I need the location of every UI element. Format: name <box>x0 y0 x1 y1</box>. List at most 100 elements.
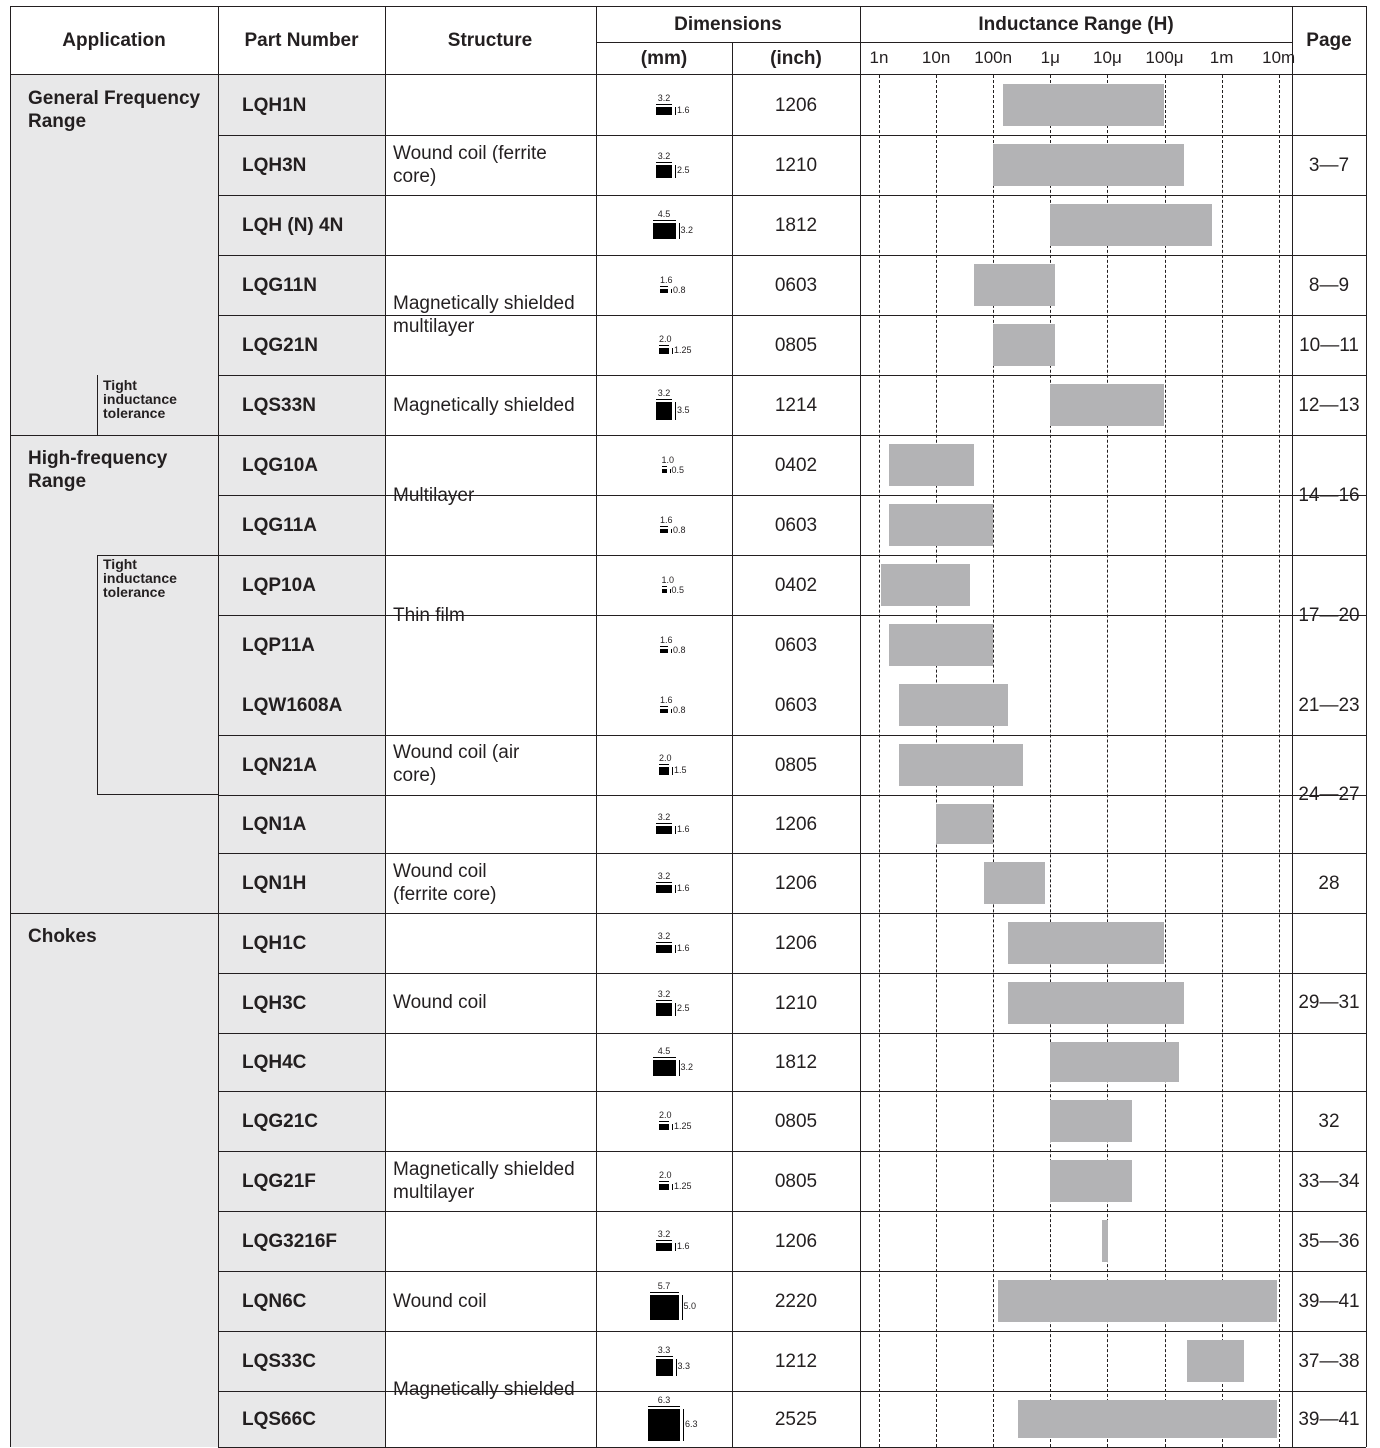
width-dimension-line <box>675 826 676 834</box>
part-number: LQH1C <box>218 913 385 973</box>
width-dimension-line <box>671 709 672 713</box>
chip-dimension-glyph: 1.6 0.8 <box>660 696 708 715</box>
structure-cell: Wound coil <box>393 991 487 1013</box>
part-number: LQG10A <box>218 435 385 495</box>
chip-dimension-glyph: 1.6 0.8 <box>660 636 708 655</box>
length-dimension-line <box>656 104 672 105</box>
chip-body <box>661 469 667 473</box>
table-rule <box>218 973 1366 974</box>
inch-size: 1206 <box>774 94 818 116</box>
chip-dimension-glyph: 6.3 6.3 <box>648 1396 720 1441</box>
width-dimension-line <box>669 589 671 593</box>
length-dimension-line <box>656 1240 672 1241</box>
chip-body <box>652 223 676 239</box>
inductance-range-bar <box>1003 84 1165 126</box>
chip-body <box>660 709 668 713</box>
chip-dimension-glyph: 2.0 1.25 <box>659 335 709 355</box>
page-cell: 39—41 <box>1298 1408 1360 1430</box>
chip-body <box>656 1002 672 1016</box>
header-application: Application <box>62 29 166 51</box>
length-dimension-line <box>660 646 668 647</box>
chip-body <box>655 1358 673 1376</box>
chip-dimension-glyph: 3.2 1.6 <box>656 872 712 893</box>
chip-body <box>659 1184 669 1190</box>
table-rule <box>97 555 1366 556</box>
length-label: 1.6 <box>660 275 673 285</box>
length-dimension-line <box>648 1406 680 1407</box>
part-number: LQH3C <box>218 973 385 1033</box>
page-cell: 12—13 <box>1298 394 1360 416</box>
chip-body <box>660 529 668 533</box>
width-label: 1.6 <box>677 824 690 834</box>
inch-size: 0603 <box>774 514 818 536</box>
width-dimension-line <box>675 164 676 178</box>
page-cell: 28 <box>1318 872 1340 894</box>
structure-cell: Wound coil (ferrite core) <box>393 143 547 187</box>
length-label: 1.0 <box>661 455 675 465</box>
chip-dimension-glyph: 2.0 1.25 <box>659 1171 709 1191</box>
length-label: 3.2 <box>657 988 671 999</box>
scale-tick-label: 100n <box>974 48 1013 67</box>
chip-body <box>648 1409 680 1441</box>
inch-size: 0805 <box>774 754 818 776</box>
chip-body <box>656 945 672 953</box>
table-rule <box>10 6 1366 7</box>
inch-size: 2525 <box>774 1408 818 1430</box>
length-dimension-line <box>656 942 672 943</box>
structure-cell: Magnetically shielded multilayer <box>393 1159 575 1203</box>
length-dimension-line <box>659 1181 669 1182</box>
width-label: 0.8 <box>673 645 686 655</box>
page-cell: 32 <box>1318 1110 1340 1132</box>
part-number: LQG21N <box>218 315 385 375</box>
width-label: 0.8 <box>673 525 686 535</box>
part-number: LQG3216F <box>218 1211 385 1271</box>
table-rule <box>218 195 1366 196</box>
part-number: LQG11A <box>218 495 385 555</box>
inductance-range-bar <box>898 684 1008 726</box>
table-rule <box>218 615 1366 616</box>
chip-dimension-glyph: 1.0 0.5 <box>661 576 707 595</box>
page-cell: 24—27 <box>1298 783 1360 805</box>
chip-body <box>660 649 668 653</box>
part-number: LQS33N <box>218 375 385 435</box>
length-dimension-line <box>656 999 672 1001</box>
inch-size: 0402 <box>774 574 818 596</box>
table-rule <box>218 1091 1366 1092</box>
chip-dimension-glyph: 3.2 1.6 <box>656 94 712 115</box>
application-general-frequency: General Frequency Range <box>10 75 218 435</box>
length-dimension-line <box>659 345 669 346</box>
width-dimension-line <box>669 469 671 473</box>
chip-dimension-glyph: 3.2 3.5 <box>656 389 712 420</box>
table-rule <box>218 1211 1366 1212</box>
table-rule <box>218 735 1366 736</box>
length-label: 6.3 <box>657 1395 671 1405</box>
chip-dimension-glyph: 4.5 3.2 <box>652 210 716 239</box>
header-mm: (mm) <box>640 47 688 69</box>
inductance-range-bar <box>1050 1100 1133 1142</box>
table-rule <box>218 795 1366 796</box>
inch-size: 0402 <box>774 454 818 476</box>
header-inch: (inch) <box>770 47 822 69</box>
length-label: 2.0 <box>659 334 672 344</box>
scale-tick-label: 100μ <box>1145 48 1184 67</box>
length-label: 3.3 <box>657 1344 671 1355</box>
chip-body <box>661 589 667 593</box>
structure-cell: Magnetically shielded <box>393 394 575 416</box>
part-number: LQG11N <box>218 255 385 315</box>
page-cell: 3—7 <box>1308 154 1350 176</box>
length-label: 2.0 <box>659 1170 672 1180</box>
width-label: 3.5 <box>677 405 690 415</box>
width-dimension-line <box>681 1294 683 1320</box>
width-dimension-line <box>683 1409 684 1441</box>
chip-body <box>656 885 672 893</box>
header-inductance-range: Inductance Range (H) <box>978 13 1174 35</box>
scale-tick-label: 10n <box>921 48 951 67</box>
width-label: 6.3 <box>685 1419 698 1429</box>
table-rule <box>218 1033 1366 1034</box>
length-label: 3.2 <box>657 931 671 941</box>
width-label: 0.5 <box>671 465 685 475</box>
inductance-range-bar <box>881 564 970 606</box>
table-rule <box>218 1391 1366 1392</box>
chip-dimension-glyph: 3.2 2.5 <box>656 151 712 178</box>
header-dimensions: Dimensions <box>674 13 782 35</box>
